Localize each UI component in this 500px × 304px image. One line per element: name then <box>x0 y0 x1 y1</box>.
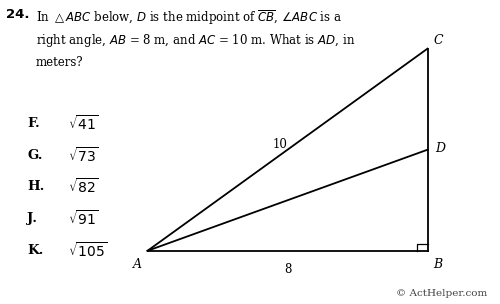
Text: G.: G. <box>28 149 43 161</box>
Text: K.: K. <box>28 244 44 257</box>
Text: meters?: meters? <box>36 56 84 69</box>
Text: C: C <box>434 34 443 47</box>
Text: $\sqrt{41}$: $\sqrt{41}$ <box>68 114 98 133</box>
Text: right angle, $AB$ = 8 m, and $AC$ = 10 m. What is $AD$, in: right angle, $AB$ = 8 m, and $AC$ = 10 m… <box>36 32 355 49</box>
Text: B: B <box>434 258 442 271</box>
Text: 8: 8 <box>284 263 291 276</box>
Text: A: A <box>132 258 141 271</box>
Text: H.: H. <box>28 181 45 193</box>
Text: © ActHelper.com: © ActHelper.com <box>396 289 488 298</box>
Text: $\sqrt{73}$: $\sqrt{73}$ <box>68 146 98 164</box>
Text: In $\triangle ABC$ below, $D$ is the midpoint of $\overline{CB}$, $\angle ABC$ i: In $\triangle ABC$ below, $D$ is the mid… <box>36 8 342 26</box>
Text: $\sqrt{91}$: $\sqrt{91}$ <box>68 209 98 228</box>
Text: $\sqrt{105}$: $\sqrt{105}$ <box>68 241 108 260</box>
Text: D: D <box>435 142 445 155</box>
Text: J.: J. <box>28 212 38 225</box>
Text: F.: F. <box>28 117 40 130</box>
Text: $\sqrt{82}$: $\sqrt{82}$ <box>68 178 98 196</box>
Text: 10: 10 <box>272 138 287 151</box>
Text: 24.: 24. <box>6 8 30 21</box>
